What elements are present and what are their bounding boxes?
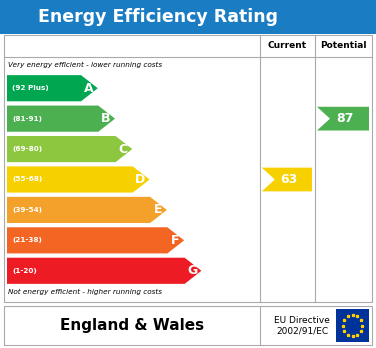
Polygon shape	[7, 166, 150, 192]
Text: Very energy efficient - lower running costs: Very energy efficient - lower running co…	[8, 62, 162, 68]
Text: (1-20): (1-20)	[12, 268, 37, 274]
Bar	[336, 309, 369, 342]
Text: EU Directive: EU Directive	[274, 316, 331, 325]
Polygon shape	[7, 75, 98, 101]
Text: 2002/91/EC: 2002/91/EC	[276, 326, 329, 335]
Bar	[4, 306, 372, 345]
Text: Not energy efficient - higher running costs: Not energy efficient - higher running co…	[8, 289, 162, 295]
Polygon shape	[7, 105, 115, 132]
Text: 63: 63	[280, 173, 297, 186]
Text: Potential: Potential	[320, 41, 367, 50]
Text: D: D	[135, 173, 146, 186]
Text: F: F	[171, 234, 179, 247]
Polygon shape	[7, 258, 202, 284]
Text: (21-38): (21-38)	[12, 237, 42, 243]
Text: England & Wales: England & Wales	[60, 318, 204, 333]
Text: E: E	[153, 204, 162, 216]
Text: B: B	[101, 112, 111, 125]
Text: (92 Plus): (92 Plus)	[12, 85, 49, 91]
Polygon shape	[317, 107, 369, 130]
Text: (69-80): (69-80)	[12, 146, 42, 152]
Polygon shape	[7, 197, 167, 223]
Bar	[0, 0, 376, 34]
Polygon shape	[7, 227, 184, 253]
Text: (81-91): (81-91)	[12, 116, 42, 122]
Text: 87: 87	[336, 112, 353, 125]
Polygon shape	[262, 168, 312, 191]
Text: Energy Efficiency Rating: Energy Efficiency Rating	[38, 8, 278, 26]
Polygon shape	[7, 136, 132, 162]
Bar	[4, 35, 372, 302]
Text: A: A	[84, 82, 93, 95]
Text: Current: Current	[268, 41, 307, 50]
Text: (55-68): (55-68)	[12, 176, 42, 182]
Text: (39-54): (39-54)	[12, 207, 42, 213]
Text: C: C	[118, 143, 128, 156]
Text: G: G	[187, 264, 197, 277]
